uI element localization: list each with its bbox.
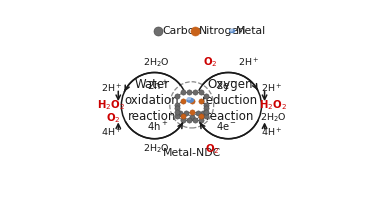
Text: H$_2$O$_2$: H$_2$O$_2$ [259, 98, 287, 112]
Ellipse shape [230, 30, 232, 31]
Text: 4h$^+$: 4h$^+$ [147, 120, 168, 133]
Text: Nitrogen: Nitrogen [199, 26, 246, 36]
Text: 2H$^+$: 2H$^+$ [261, 82, 282, 95]
Text: Water
oxidation
reaction: Water oxidation reaction [125, 78, 180, 123]
Text: 2H$^+$: 2H$^+$ [100, 82, 122, 95]
Circle shape [122, 73, 188, 139]
Circle shape [195, 73, 261, 139]
Text: Metal-NDC: Metal-NDC [163, 148, 221, 158]
Text: 2H$_2$O: 2H$_2$O [142, 142, 170, 155]
Text: Oxygen
reduction
reaction: Oxygen reduction reaction [202, 78, 258, 123]
Ellipse shape [170, 82, 214, 128]
Text: 2e$^-$: 2e$^-$ [216, 79, 237, 91]
Text: O$_2$: O$_2$ [205, 142, 220, 156]
Ellipse shape [188, 98, 190, 100]
Text: Carbon: Carbon [162, 26, 201, 36]
Text: H$_2$O$_2$: H$_2$O$_2$ [97, 98, 124, 112]
Text: Metal: Metal [236, 26, 266, 36]
Text: O$_2$: O$_2$ [203, 56, 217, 69]
Ellipse shape [230, 29, 235, 32]
Text: 2H$_2$O: 2H$_2$O [260, 111, 286, 124]
Text: 2h$^+$: 2h$^+$ [147, 79, 168, 92]
Text: 2H$_2$O: 2H$_2$O [142, 57, 170, 69]
Text: O$_2$: O$_2$ [106, 111, 121, 125]
Text: 4H$^+$: 4H$^+$ [261, 127, 282, 139]
Ellipse shape [187, 98, 194, 102]
Text: 4H$^+$: 4H$^+$ [100, 127, 122, 139]
Text: 4e$^-$: 4e$^-$ [216, 120, 237, 132]
Text: 2H$^+$: 2H$^+$ [238, 57, 260, 69]
